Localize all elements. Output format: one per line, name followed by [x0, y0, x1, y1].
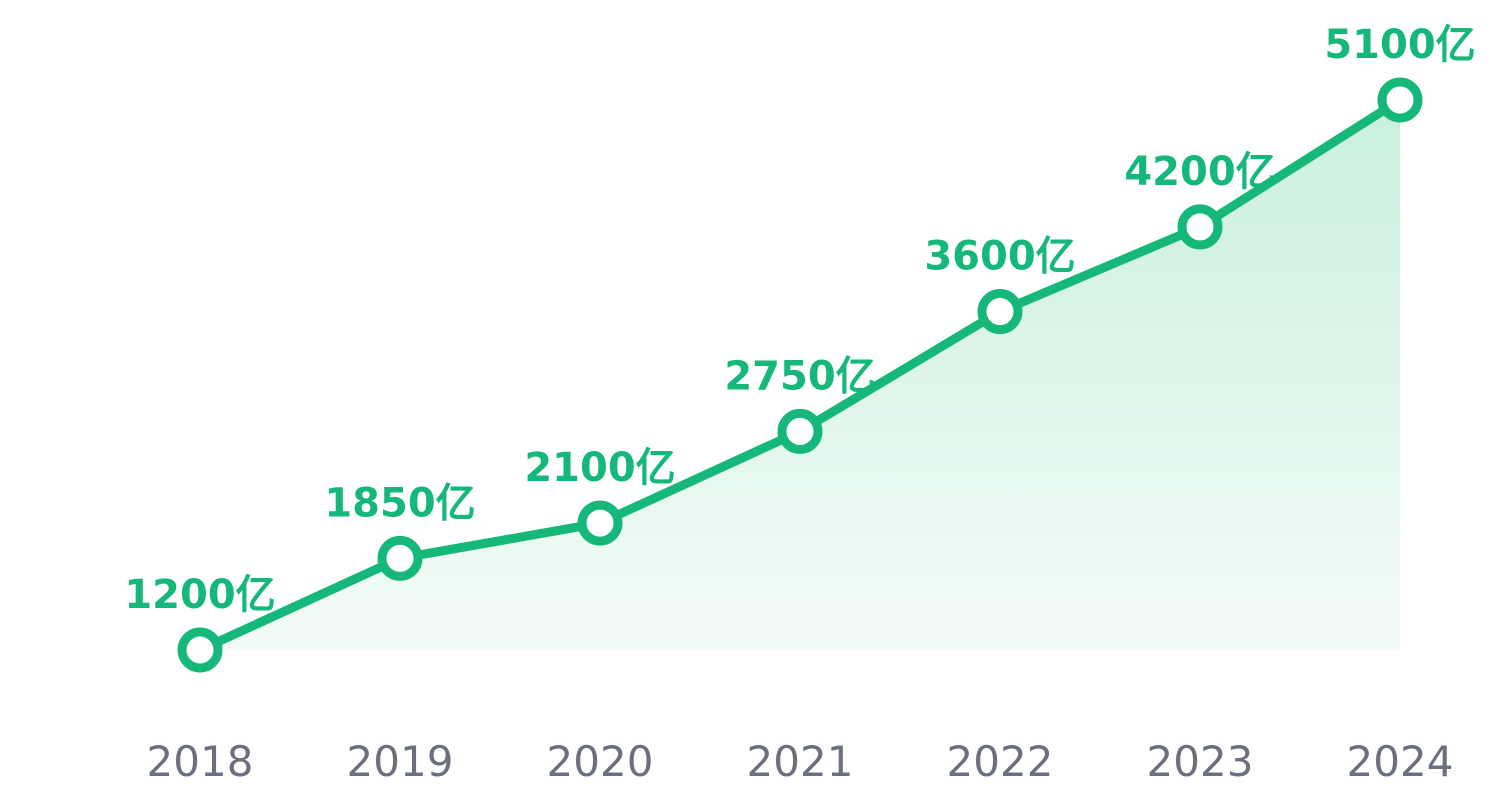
x-tick-label-2023: 2023 — [1147, 737, 1254, 786]
data-point-2024 — [1377, 77, 1423, 123]
x-tick-label-2022: 2022 — [947, 737, 1054, 786]
data-point-2020 — [577, 500, 623, 546]
data-label-2022: 3600亿 — [924, 234, 1075, 280]
series-markers — [177, 77, 1423, 673]
x-tick-label-2024: 2024 — [1347, 737, 1454, 786]
data-label-2024: 5100亿 — [1324, 22, 1475, 68]
data-label-2023: 4200亿 — [1124, 149, 1275, 195]
data-label-2020: 2100亿 — [524, 445, 675, 491]
data-point-2023 — [1177, 204, 1223, 250]
x-tick-label-2020: 2020 — [547, 737, 654, 786]
data-point-2022 — [977, 289, 1023, 335]
data-point-2018 — [177, 627, 223, 673]
x-tick-label-2018: 2018 — [147, 737, 254, 786]
x-tick-label-2019: 2019 — [347, 737, 454, 786]
x-tick-label-2021: 2021 — [747, 737, 854, 786]
data-point-2019 — [377, 535, 423, 581]
x-axis-tick-labels: 2018 2019 2020 2021 2022 2023 2024 — [147, 737, 1454, 786]
series-area-fill — [200, 100, 1400, 650]
data-label-2021: 2750亿 — [724, 353, 875, 399]
data-label-2019: 1850亿 — [324, 480, 475, 526]
data-label-2018: 1200亿 — [124, 572, 275, 618]
data-point-2021 — [777, 408, 823, 454]
data-labels: 1200亿 1850亿 2100亿 2750亿 3600亿 4200亿 5100亿 — [124, 22, 1475, 618]
